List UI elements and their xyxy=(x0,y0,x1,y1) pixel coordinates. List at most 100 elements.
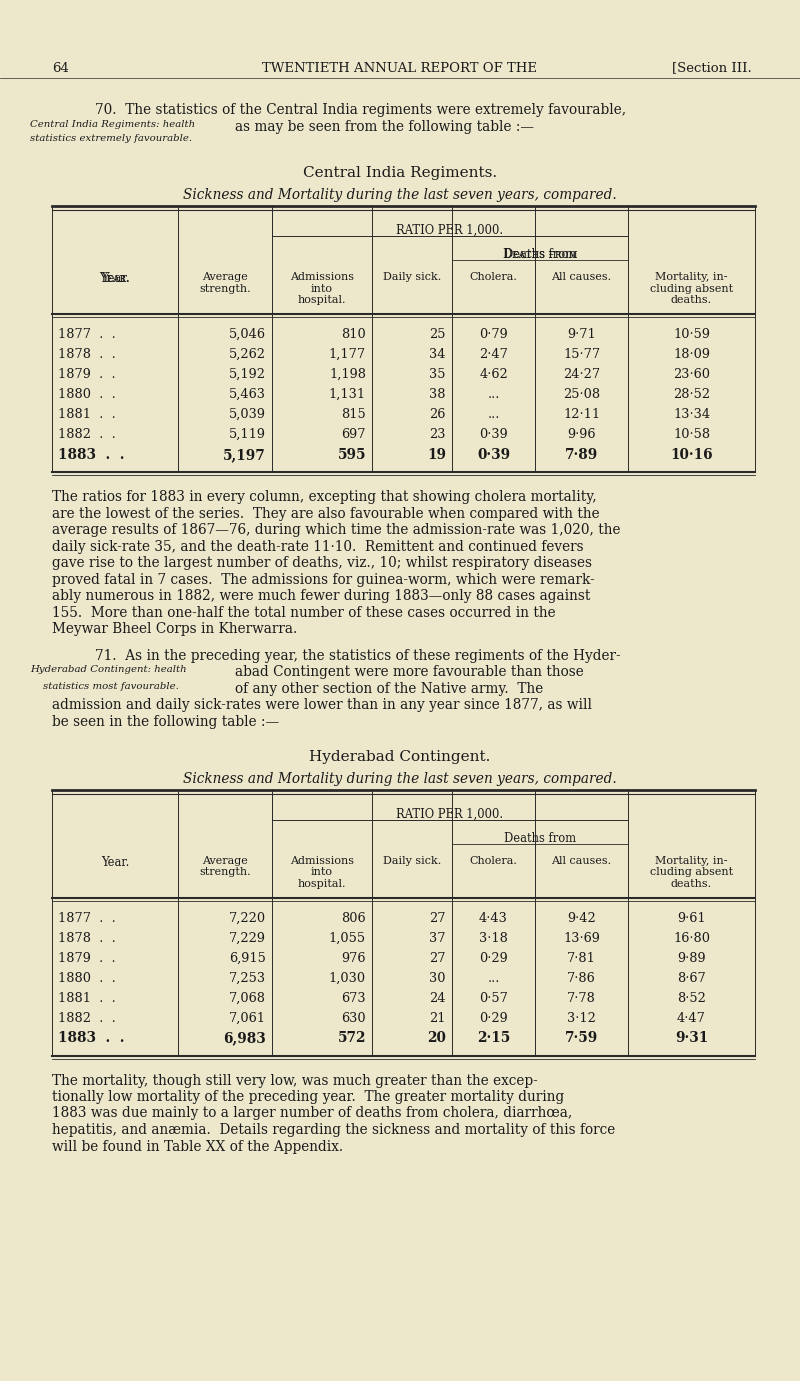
Text: ...: ... xyxy=(487,971,500,985)
Text: 155.  More than one-half the total number of these cases occurred in the: 155. More than one-half the total number… xyxy=(52,605,556,620)
Text: 20: 20 xyxy=(427,1032,446,1045)
Text: 1881  .  .: 1881 . . xyxy=(58,992,116,1004)
Text: 21: 21 xyxy=(430,1011,446,1025)
Text: 71.  As in the preceding year, the statistics of these regiments of the Hyder-: 71. As in the preceding year, the statis… xyxy=(95,649,621,663)
Text: 7·86: 7·86 xyxy=(567,971,596,985)
Text: 1878  .  .: 1878 . . xyxy=(58,348,116,360)
Text: 0·29: 0·29 xyxy=(479,952,508,964)
Text: 815: 815 xyxy=(342,407,366,421)
Text: 5,039: 5,039 xyxy=(229,407,266,421)
Text: proved fatal in 7 cases.  The admissions for guinea-worm, which were remark-: proved fatal in 7 cases. The admissions … xyxy=(52,573,594,587)
Text: 10·58: 10·58 xyxy=(673,428,710,441)
Text: 13·69: 13·69 xyxy=(563,932,600,945)
Text: 1882  .  .: 1882 . . xyxy=(58,1011,116,1025)
Text: All causes.: All causes. xyxy=(551,272,611,282)
Text: 2·47: 2·47 xyxy=(479,348,508,360)
Text: 12·11: 12·11 xyxy=(563,407,600,421)
Text: 1,198: 1,198 xyxy=(329,367,366,381)
Text: hepatitis, and anæmia.  Details regarding the sickness and mortality of this for: hepatitis, and anæmia. Details regarding… xyxy=(52,1123,615,1137)
Text: 23: 23 xyxy=(430,428,446,441)
Text: ...: ... xyxy=(487,388,500,400)
Text: Year.: Year. xyxy=(101,272,129,284)
Text: 24·27: 24·27 xyxy=(563,367,600,381)
Text: ably numerous in 1882, were much fewer during 1883—only 88 cases against: ably numerous in 1882, were much fewer d… xyxy=(52,590,590,603)
Text: of any other section of the Native army.  The: of any other section of the Native army.… xyxy=(235,681,543,696)
Text: 27: 27 xyxy=(430,911,446,924)
Text: average results of 1867—76, during which time the admission-rate was 1,020, the: average results of 1867—76, during which… xyxy=(52,523,621,537)
Text: 0·29: 0·29 xyxy=(479,1011,508,1025)
Text: Sickness and Mortality during the last seven years, compared.: Sickness and Mortality during the last s… xyxy=(183,188,617,202)
Text: 7,229: 7,229 xyxy=(229,932,266,945)
Text: statistics extremely favourable.: statistics extremely favourable. xyxy=(30,134,192,144)
Text: Dᴇᴀᴛʜs ғʀᴏᴍ: Dᴇᴀᴛʜs ғʀᴏᴍ xyxy=(502,249,578,261)
Text: Yᴇᴀʀ.: Yᴇᴀʀ. xyxy=(99,272,130,284)
Text: 15·77: 15·77 xyxy=(563,348,600,360)
Text: gave rise to the largest number of deaths, viz., 10; whilst respiratory diseases: gave rise to the largest number of death… xyxy=(52,557,592,570)
Text: 7,253: 7,253 xyxy=(229,971,266,985)
Text: 23·60: 23·60 xyxy=(673,367,710,381)
Text: 9·71: 9·71 xyxy=(567,329,596,341)
Text: 8·52: 8·52 xyxy=(677,992,706,1004)
Text: statistics most favourable.: statistics most favourable. xyxy=(30,681,179,690)
Text: 1,131: 1,131 xyxy=(329,388,366,400)
Text: 673: 673 xyxy=(342,992,366,1004)
Text: 5,192: 5,192 xyxy=(229,367,266,381)
Text: Average
strength.: Average strength. xyxy=(199,855,251,877)
Text: 35: 35 xyxy=(430,367,446,381)
Text: [Section III.: [Section III. xyxy=(672,62,752,75)
Text: 0·39: 0·39 xyxy=(479,428,508,441)
Text: 9·42: 9·42 xyxy=(567,911,596,924)
Text: 5,119: 5,119 xyxy=(229,428,266,441)
Text: Admissions
into
hospital.: Admissions into hospital. xyxy=(290,855,354,889)
Text: Central India Regiments: health: Central India Regiments: health xyxy=(30,120,195,128)
Text: 1883 was due mainly to a larger number of deaths from cholera, diarrhœa,: 1883 was due mainly to a larger number o… xyxy=(52,1106,572,1120)
Text: 10·16: 10·16 xyxy=(670,447,713,463)
Text: 1879  .  .: 1879 . . xyxy=(58,952,116,964)
Text: Deaths from: Deaths from xyxy=(504,831,576,845)
Text: as may be seen from the following table :—: as may be seen from the following table … xyxy=(235,120,534,134)
Text: 4·47: 4·47 xyxy=(677,1011,706,1025)
Text: Central India Regiments.: Central India Regiments. xyxy=(303,166,497,180)
Text: 38: 38 xyxy=(430,388,446,400)
Text: Sickness and Mortality during the last seven years, compared.: Sickness and Mortality during the last s… xyxy=(183,772,617,786)
Text: 10·59: 10·59 xyxy=(673,329,710,341)
Text: 18·09: 18·09 xyxy=(673,348,710,360)
Text: Deaths from: Deaths from xyxy=(504,249,576,261)
Text: 7·59: 7·59 xyxy=(565,1032,598,1045)
Text: 810: 810 xyxy=(342,329,366,341)
Text: Admissions
into
hospital.: Admissions into hospital. xyxy=(290,272,354,305)
Text: tionally low mortality of the preceding year.  The greater mortality during: tionally low mortality of the preceding … xyxy=(52,1090,564,1103)
Text: 595: 595 xyxy=(338,447,366,463)
Text: 7·78: 7·78 xyxy=(567,992,596,1004)
Text: The ratios for 1883 in every column, excepting that showing cholera mortality,: The ratios for 1883 in every column, exc… xyxy=(52,490,597,504)
Text: 1883  .  .: 1883 . . xyxy=(58,1032,125,1045)
Text: 976: 976 xyxy=(342,952,366,964)
Text: 9·61: 9·61 xyxy=(677,911,706,924)
Text: admission and daily sick-rates were lower than in any year since 1877, as will: admission and daily sick-rates were lowe… xyxy=(52,697,592,713)
Text: 0·39: 0·39 xyxy=(477,447,510,463)
Text: Average
strength.: Average strength. xyxy=(199,272,251,294)
Text: 0·79: 0·79 xyxy=(479,329,508,341)
Text: 3·18: 3·18 xyxy=(479,932,508,945)
Text: RATIO PER 1,000.: RATIO PER 1,000. xyxy=(397,224,503,238)
Text: Hyderabad Contingent: health: Hyderabad Contingent: health xyxy=(30,666,186,674)
Text: ...: ... xyxy=(487,407,500,421)
Text: 25: 25 xyxy=(430,329,446,341)
Text: Mortality, in-
cluding absent
deaths.: Mortality, in- cluding absent deaths. xyxy=(650,272,733,305)
Text: 34: 34 xyxy=(430,348,446,360)
Text: 27: 27 xyxy=(430,952,446,964)
Text: 1879  .  .: 1879 . . xyxy=(58,367,116,381)
Text: 9·96: 9·96 xyxy=(567,428,596,441)
Text: 13·34: 13·34 xyxy=(673,407,710,421)
Text: 4·43: 4·43 xyxy=(479,911,508,924)
Text: 572: 572 xyxy=(338,1032,366,1045)
Text: Cholera.: Cholera. xyxy=(470,272,518,282)
Text: 26: 26 xyxy=(430,407,446,421)
Text: 1877  .  .: 1877 . . xyxy=(58,911,116,924)
Text: 7·89: 7·89 xyxy=(565,447,598,463)
Text: abad Contingent were more favourable than those: abad Contingent were more favourable tha… xyxy=(235,666,584,679)
Text: 5,197: 5,197 xyxy=(223,447,266,463)
Text: 6,915: 6,915 xyxy=(229,952,266,964)
Text: 1880  .  .: 1880 . . xyxy=(58,388,116,400)
Text: 630: 630 xyxy=(342,1011,366,1025)
